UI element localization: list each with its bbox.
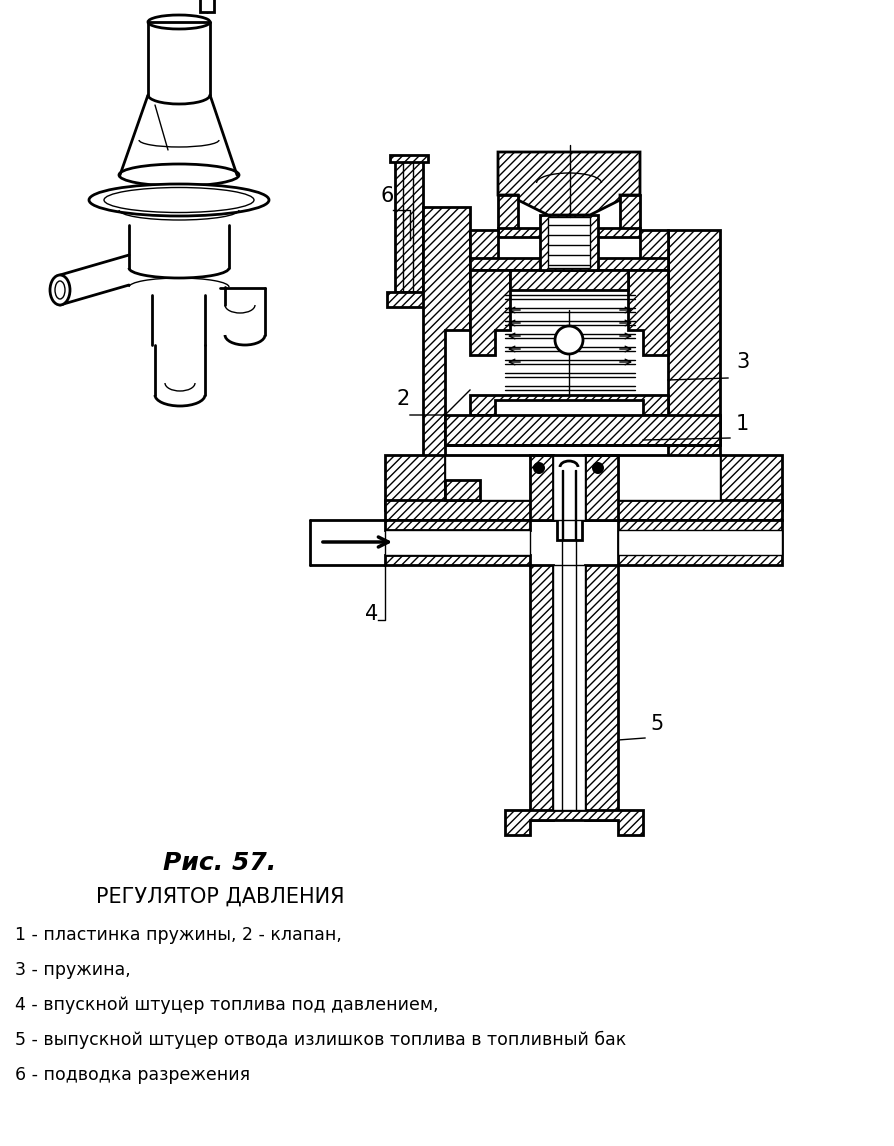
Polygon shape <box>470 258 668 270</box>
Polygon shape <box>395 157 423 295</box>
Polygon shape <box>385 520 530 529</box>
Text: 1: 1 <box>736 414 749 434</box>
Polygon shape <box>385 455 445 510</box>
Text: 3: 3 <box>736 352 749 372</box>
Text: 3 - пружина,: 3 - пружина, <box>15 961 131 979</box>
Polygon shape <box>553 455 585 520</box>
Circle shape <box>555 325 583 354</box>
Polygon shape <box>548 217 590 268</box>
Circle shape <box>592 462 604 474</box>
Polygon shape <box>530 455 553 520</box>
Polygon shape <box>557 465 582 540</box>
Polygon shape <box>498 195 518 231</box>
Polygon shape <box>498 228 640 237</box>
Polygon shape <box>445 415 720 445</box>
Polygon shape <box>628 270 668 355</box>
Polygon shape <box>445 455 530 500</box>
Polygon shape <box>470 270 510 355</box>
Polygon shape <box>510 270 628 290</box>
Polygon shape <box>385 555 530 565</box>
Text: 4: 4 <box>365 604 378 625</box>
Bar <box>200 0 214 11</box>
Polygon shape <box>505 810 643 835</box>
Text: 2: 2 <box>396 388 409 409</box>
Polygon shape <box>585 455 618 520</box>
Polygon shape <box>445 480 480 500</box>
Polygon shape <box>618 529 782 555</box>
Polygon shape <box>385 500 782 520</box>
Polygon shape <box>390 155 428 162</box>
Polygon shape <box>470 395 668 415</box>
Text: 6 - подводка разрежения: 6 - подводка разрежения <box>15 1066 250 1084</box>
Polygon shape <box>720 455 782 510</box>
Polygon shape <box>585 565 618 821</box>
Text: 4 - впускной штуцер топлива под давлением,: 4 - впускной штуцер топлива под давление… <box>15 996 439 1014</box>
Polygon shape <box>530 565 553 821</box>
Text: 6: 6 <box>380 186 393 206</box>
Polygon shape <box>387 292 428 307</box>
Text: Рис. 57.: Рис. 57. <box>164 851 276 876</box>
Text: РЕГУЛЯТОР ДАВЛЕНИЯ: РЕГУЛЯТОР ДАВЛЕНИЯ <box>96 887 344 906</box>
Polygon shape <box>618 455 720 500</box>
Ellipse shape <box>104 188 254 212</box>
Polygon shape <box>618 520 782 565</box>
Polygon shape <box>668 230 720 555</box>
Polygon shape <box>620 195 640 231</box>
Polygon shape <box>470 230 498 265</box>
Ellipse shape <box>89 185 269 215</box>
Circle shape <box>533 462 545 474</box>
Polygon shape <box>385 529 530 555</box>
Text: 1 - пластинка пружины, 2 - клапан,: 1 - пластинка пружины, 2 - клапан, <box>15 926 342 944</box>
Text: 5: 5 <box>650 714 663 733</box>
Ellipse shape <box>50 275 70 305</box>
Text: 5 - выпускной штуцер отвода излишков топлива в топливный бак: 5 - выпускной штуцер отвода излишков топ… <box>15 1031 627 1049</box>
Polygon shape <box>540 215 598 270</box>
Polygon shape <box>423 207 470 555</box>
Polygon shape <box>498 152 640 215</box>
Polygon shape <box>553 565 585 810</box>
Polygon shape <box>640 230 668 265</box>
